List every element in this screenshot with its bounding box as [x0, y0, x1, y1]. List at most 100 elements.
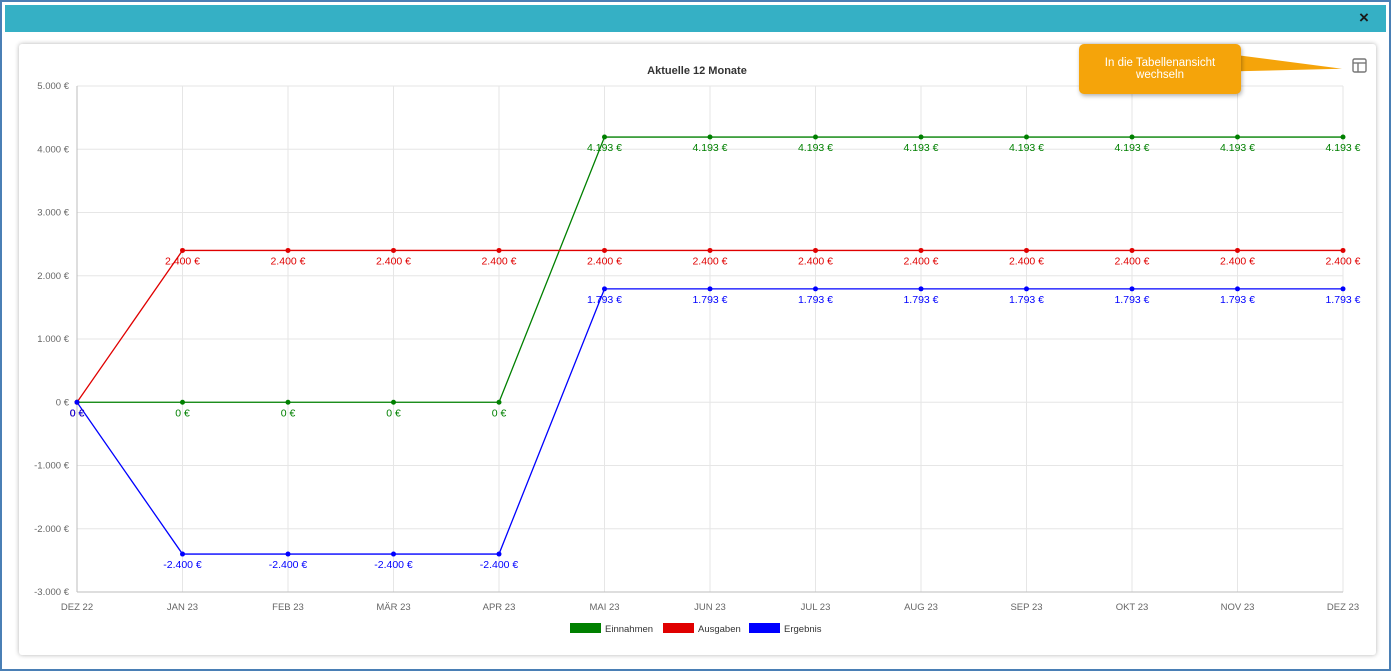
- legend-label: Einnahmen: [605, 624, 653, 635]
- data-point[interactable]: [813, 247, 818, 253]
- data-point[interactable]: [496, 551, 502, 557]
- data-point[interactable]: [918, 134, 924, 140]
- data-label: 1.793 €: [692, 294, 727, 306]
- data-point[interactable]: [1024, 247, 1029, 253]
- data-point[interactable]: [1129, 247, 1135, 253]
- data-point[interactable]: [918, 286, 924, 292]
- data-label: 4.193 €: [1220, 142, 1255, 154]
- dialog-titlebar: ×: [5, 5, 1386, 32]
- data-label: 1.793 €: [798, 294, 833, 306]
- chart-card: [19, 44, 1376, 655]
- data-label: 0 €: [70, 407, 85, 419]
- data-label: 2.400 €: [481, 255, 516, 267]
- y-tick-label: 3.000 €: [37, 208, 69, 219]
- data-point[interactable]: [1024, 134, 1029, 140]
- data-label: 4.193 €: [1114, 142, 1149, 154]
- data-label: 2.400 €: [1220, 255, 1255, 267]
- legend-item-ausgaben[interactable]: Ausgaben: [663, 623, 741, 635]
- data-point[interactable]: [180, 399, 185, 405]
- data-point[interactable]: [1340, 286, 1346, 292]
- x-tick-label: AUG 23: [904, 602, 938, 613]
- data-point[interactable]: [707, 286, 713, 292]
- data-point[interactable]: [1129, 286, 1135, 292]
- data-label: 4.193 €: [1009, 142, 1044, 154]
- data-point[interactable]: [602, 247, 607, 253]
- data-label: 0 €: [492, 407, 507, 419]
- x-tick-label: DEZ 23: [1327, 602, 1359, 613]
- data-label: 2.400 €: [1325, 255, 1360, 267]
- data-label: 2.400 €: [1114, 255, 1149, 267]
- x-axis-ticks: DEZ 22 JAN 23 FEB 23 MÄR 23 APR 23 MAI 23 JUN …: [61, 602, 1359, 613]
- data-label: 0 €: [70, 407, 85, 419]
- data-label: 4.193 €: [903, 142, 938, 154]
- data-label: 0 €: [70, 407, 85, 419]
- x-tick-label: MAI 23: [589, 602, 619, 613]
- data-label: 1.793 €: [587, 294, 622, 306]
- data-point[interactable]: [391, 247, 396, 253]
- data-point[interactable]: [74, 399, 80, 405]
- data-point[interactable]: [285, 247, 291, 253]
- y-tick-label: 4.000 €: [37, 144, 69, 155]
- legend-label: Ergebnis: [784, 624, 822, 635]
- chart-title: Aktuelle 12 Monate: [647, 65, 747, 77]
- data-point[interactable]: [602, 286, 607, 292]
- y-axis-ticks: 5.000 € 4.000 € 3.000 € 2.000 € 1.000 € 0 € -1…: [34, 81, 70, 598]
- data-point[interactable]: [1340, 134, 1346, 140]
- data-label: 4.193 €: [692, 142, 727, 154]
- x-tick-label: JAN 23: [167, 602, 198, 613]
- data-point[interactable]: [602, 134, 607, 140]
- data-point[interactable]: [391, 399, 396, 405]
- data-point[interactable]: [1235, 286, 1240, 292]
- data-point[interactable]: [813, 286, 818, 292]
- data-point[interactable]: [813, 134, 818, 140]
- chart-legend: Einnahmen Ausgaben Ergebnis: [570, 623, 822, 635]
- x-tick-label: NOV 23: [1221, 602, 1255, 613]
- data-label: 4.193 €: [1325, 142, 1360, 154]
- data-point[interactable]: [1340, 247, 1346, 253]
- close-icon[interactable]: ×: [1359, 8, 1369, 27]
- x-tick-label: SEP 23: [1010, 602, 1042, 613]
- x-tick-label: JUL 23: [801, 602, 831, 613]
- data-label: 1.793 €: [1114, 294, 1149, 306]
- data-point[interactable]: [707, 247, 713, 253]
- data-label: 2.400 €: [903, 255, 938, 267]
- data-label: 0 €: [175, 407, 190, 419]
- data-point[interactable]: [285, 551, 291, 557]
- y-tick-label: 1.000 €: [37, 334, 69, 345]
- data-point[interactable]: [918, 247, 924, 253]
- y-tick-label: -2.000 €: [34, 524, 70, 535]
- x-tick-label: DEZ 22: [61, 602, 93, 613]
- data-point[interactable]: [285, 399, 291, 405]
- data-point[interactable]: [1129, 134, 1135, 140]
- data-point[interactable]: [180, 551, 185, 557]
- x-tick-label: MÄR 23: [376, 602, 410, 613]
- data-point[interactable]: [391, 551, 396, 557]
- data-label: 2.400 €: [692, 255, 727, 267]
- x-tick-label: APR 23: [483, 602, 516, 613]
- legend-swatch: [663, 623, 694, 633]
- tooltip-line-2: wechseln: [1136, 69, 1184, 81]
- table-view-icon[interactable]: [1352, 58, 1367, 73]
- data-label: 2.400 €: [1009, 255, 1044, 267]
- data-label: -2.400 €: [163, 559, 202, 571]
- data-point[interactable]: [1235, 134, 1240, 140]
- legend-item-einnahmen[interactable]: Einnahmen: [570, 623, 653, 635]
- data-label: 2.400 €: [587, 255, 622, 267]
- data-point[interactable]: [180, 247, 185, 253]
- data-point[interactable]: [1235, 247, 1240, 253]
- data-point[interactable]: [1024, 286, 1029, 292]
- legend-swatch: [749, 623, 780, 633]
- x-tick-label: OKT 23: [1116, 602, 1149, 613]
- legend-label: Ausgaben: [698, 624, 741, 635]
- legend-item-ergebnis[interactable]: Ergebnis: [749, 623, 822, 635]
- data-label: 1.793 €: [903, 294, 938, 306]
- data-label: 1.793 €: [1325, 294, 1360, 306]
- y-tick-label: 5.000 €: [37, 81, 69, 92]
- data-label: 2.400 €: [798, 255, 833, 267]
- data-point[interactable]: [496, 399, 502, 405]
- data-point[interactable]: [707, 134, 713, 140]
- data-point[interactable]: [496, 247, 502, 253]
- data-label: 1.793 €: [1009, 294, 1044, 306]
